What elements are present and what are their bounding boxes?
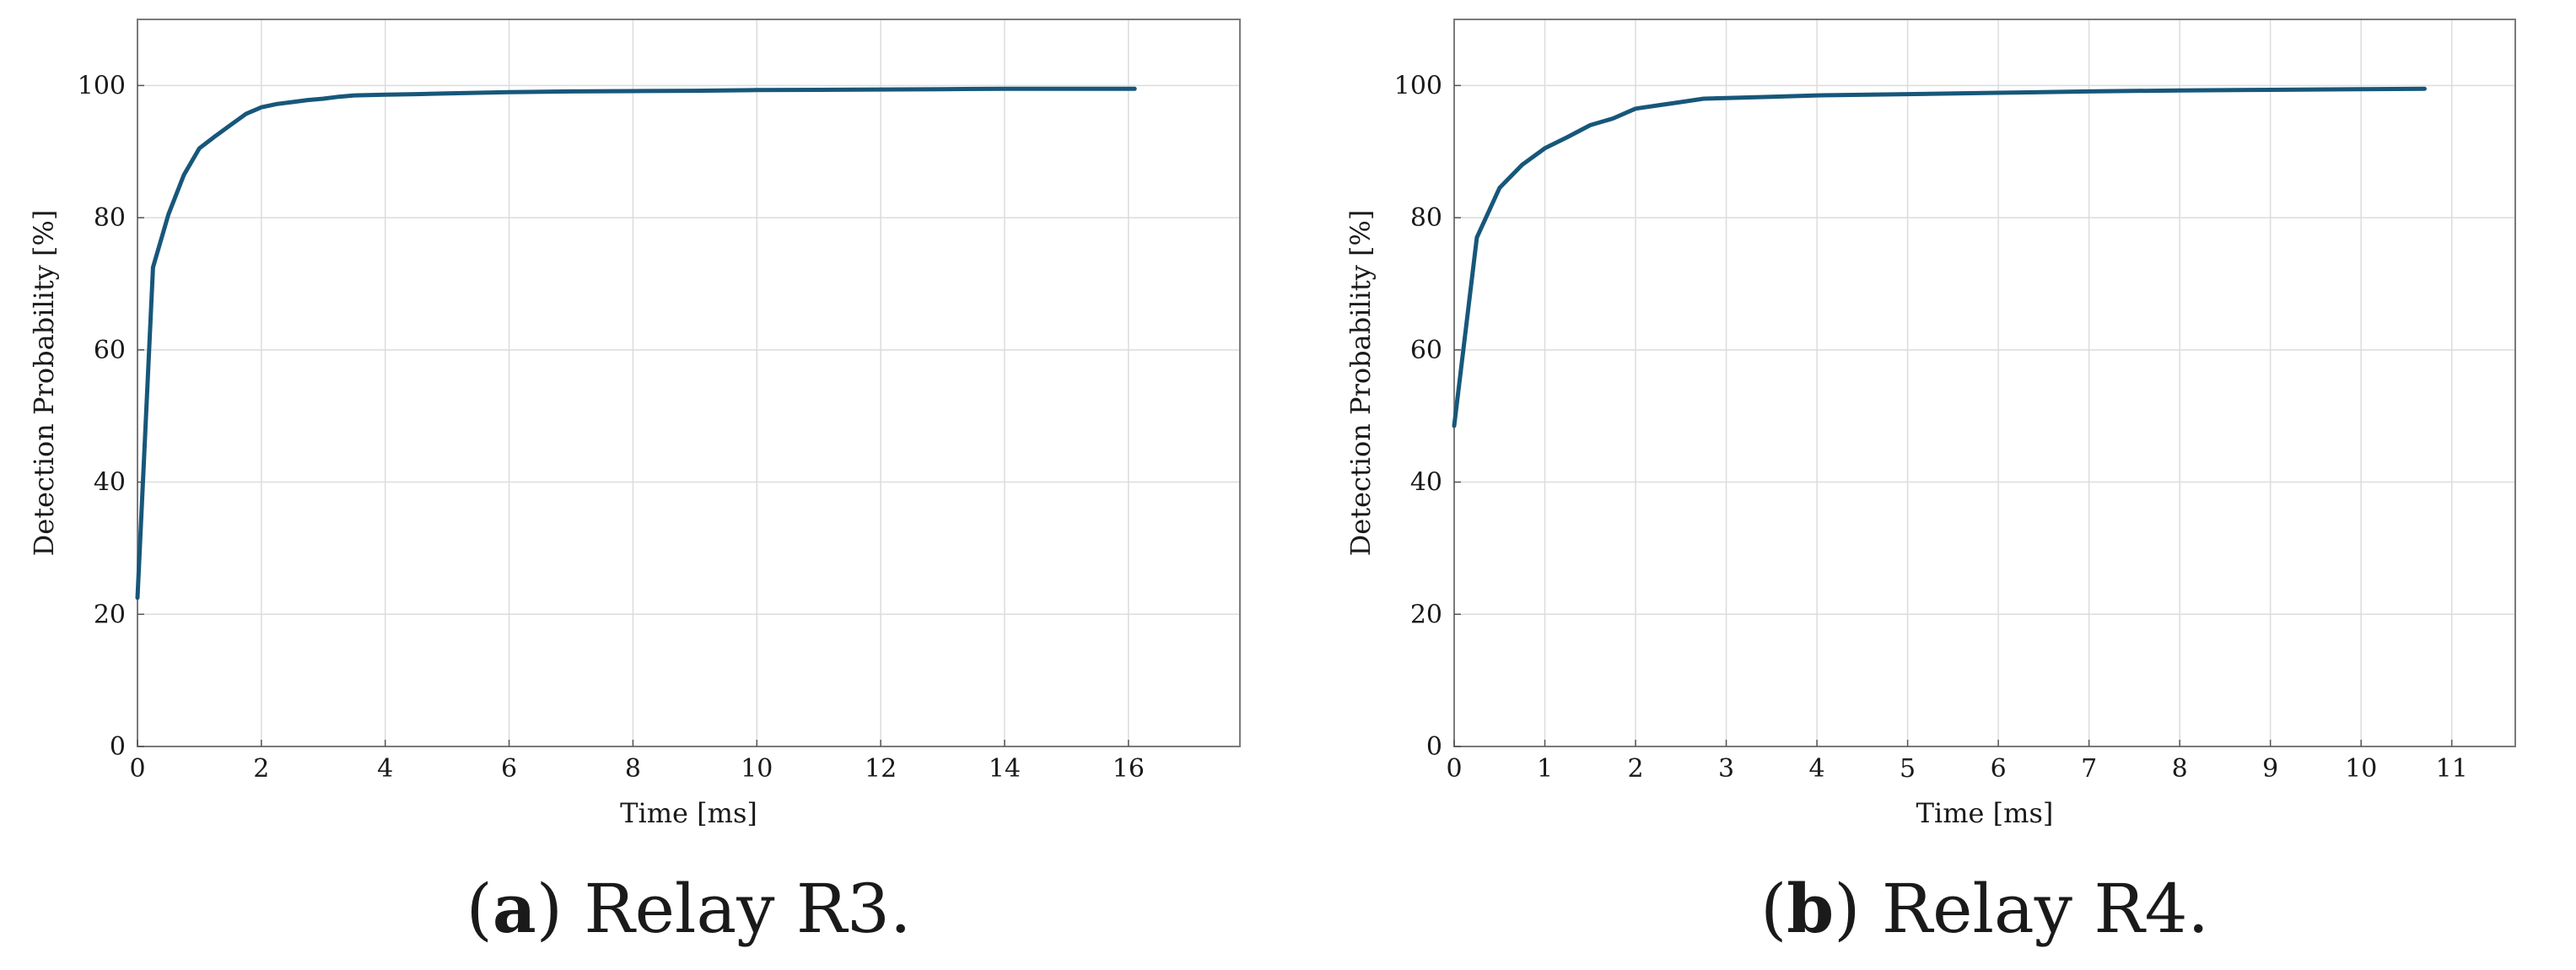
panel-caption: (a) Relay R3. <box>466 869 912 948</box>
y-tick-label: 40 <box>1410 468 1442 498</box>
y-tick-label: 60 <box>94 336 126 365</box>
x-tick-label: 10 <box>2345 754 2377 784</box>
y-tick-label: 80 <box>1410 203 1442 233</box>
y-tick-label: 100 <box>78 71 126 100</box>
x-tick-label: 14 <box>989 754 1021 784</box>
y-tick-label: 0 <box>110 732 126 762</box>
x-tick-label: 0 <box>1446 754 1462 784</box>
series-line-0 <box>135 86 1137 601</box>
y-tick-label: 20 <box>1410 600 1442 629</box>
x-tick-label: 4 <box>377 754 393 784</box>
caption-letter: b <box>1786 869 1834 948</box>
caption-text: Relay R4. <box>1882 870 2209 948</box>
plot-frame <box>137 19 1241 747</box>
x-tick-label: 2 <box>1627 754 1643 784</box>
x-tick-label: 5 <box>1900 754 1916 784</box>
y-tick-label: 20 <box>94 600 126 629</box>
caption-letter: a <box>493 869 536 948</box>
plot-frame <box>1453 19 2516 747</box>
caption-paren-close: ) <box>536 870 585 948</box>
y-tick-label: 60 <box>1410 336 1442 365</box>
y-tick-label: 0 <box>1426 732 1442 762</box>
caption-paren-open: ( <box>466 870 493 948</box>
x-tick-label: 3 <box>1718 754 1734 784</box>
y-axis-title: Detection Probability [%] <box>1345 210 1377 557</box>
x-tick-label: 8 <box>625 754 641 784</box>
y-tick-label: 100 <box>1394 71 1442 100</box>
caption-paren-close: ) <box>1834 870 1882 948</box>
chart-panel-b: 0 1 2 3 4 5 6 7 8 9 10 11 0 20 40 60 80 100 Time [ms] Detec… <box>1345 19 2516 948</box>
x-tick-label: 10 <box>741 754 773 784</box>
y-axis-title: Detection Probability [%] <box>28 210 60 557</box>
x-tick-label: 2 <box>253 754 269 784</box>
y-tick-label: 80 <box>94 203 126 233</box>
series-line-0 <box>1452 86 2427 428</box>
x-tick-label: 1 <box>1537 754 1553 784</box>
caption-paren-open: ( <box>1760 870 1786 948</box>
x-tick-label: 9 <box>2262 754 2278 784</box>
x-tick-label: 6 <box>1991 754 2007 784</box>
x-tick-label: 7 <box>2081 754 2097 784</box>
x-axis-title: Time [ms] <box>620 797 757 829</box>
panel-caption: (b) Relay R4. <box>1760 869 2209 948</box>
x-tick-label: 8 <box>2172 754 2188 784</box>
y-tick-label: 40 <box>94 468 126 498</box>
x-tick-label: 11 <box>2436 754 2468 784</box>
x-tick-label: 16 <box>1113 754 1145 784</box>
x-tick-label: 4 <box>1809 754 1825 784</box>
x-tick-label: 0 <box>129 754 145 784</box>
caption-text: Relay R3. <box>584 870 911 948</box>
x-axis-title: Time [ms] <box>1916 797 2054 829</box>
x-tick-label: 6 <box>501 754 517 784</box>
x-tick-label: 12 <box>865 754 897 784</box>
chart-panel-a: 0 2 4 6 8 10 12 14 16 0 20 40 60 80 100 Time [ms] Detect… <box>28 19 1241 948</box>
